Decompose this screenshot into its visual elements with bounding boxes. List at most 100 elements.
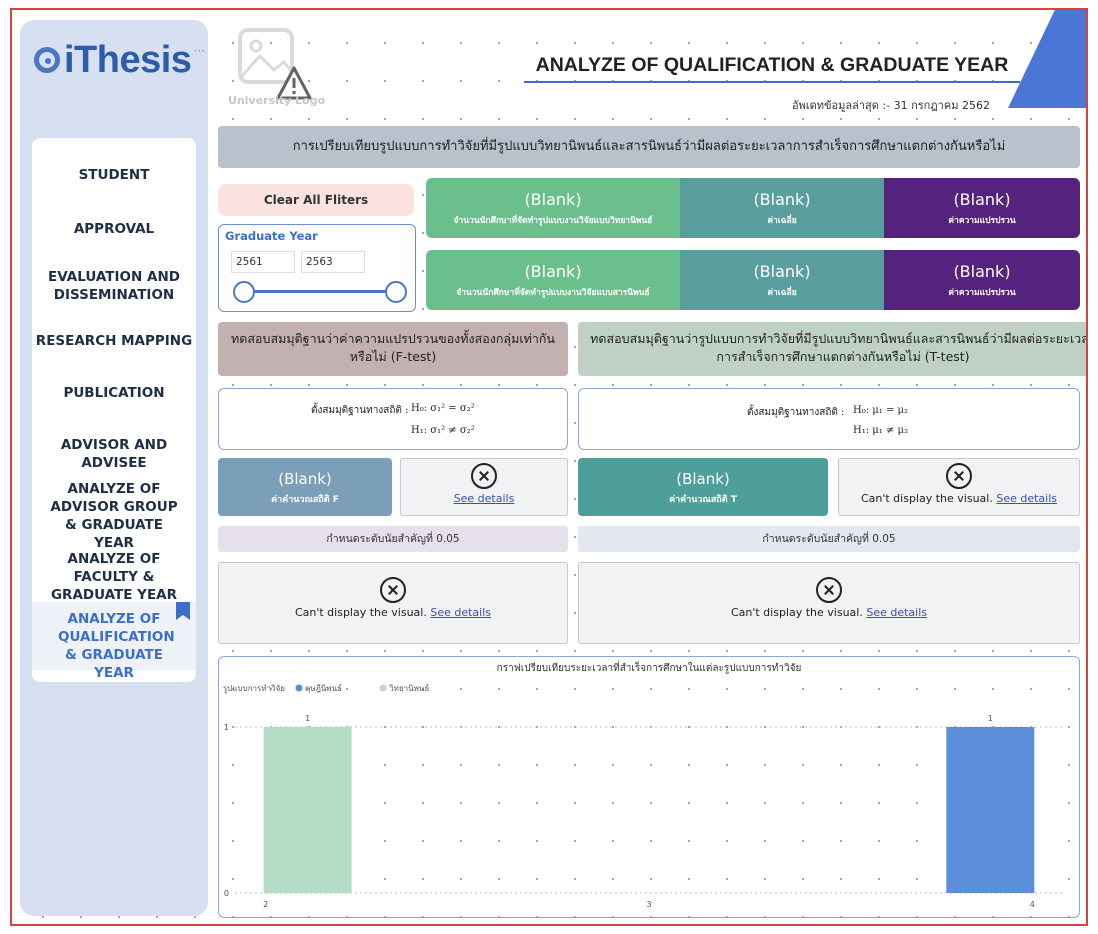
f-statistic-value: (Blank) [278,470,332,488]
duration-chart-svg: กราฟเปรียบเทียบระยะเวลาที่สำเร็จการศึกษา… [223,660,1063,909]
f-significance-level: กำหนดระดับนัยสำคัญที่ 0.05 [218,526,568,552]
sidebar-nav: STUDENT APPROVAL EVALUATION AND DISSEMIN… [32,138,196,682]
close-circle-icon [380,577,406,603]
x-tick-label: 4 [1030,900,1035,909]
graduate-year-title: Graduate Year [225,229,318,243]
x-tick-label: 3 [646,900,651,909]
chart-bars: 11 [263,714,1035,893]
see-details-link[interactable]: See details [430,606,492,619]
sidebar-item-advisor-and-advisee[interactable]: ADVISOR AND ADVISEE [60,437,168,471]
ithesis-logo: iThesis ··· [34,36,206,84]
close-circle-icon [946,463,972,489]
sidebar-item-approval[interactable]: APPROVAL [73,221,155,237]
legend-label: วิทยานิพนธ์ [389,683,430,693]
kpi-label: ค่าเฉลี่ย [767,216,797,226]
data-label: 1 [988,714,993,723]
bookmark-icon [176,602,190,620]
see-details-link[interactable]: See details [996,492,1058,505]
graduate-year-slider-start-handle[interactable] [233,281,255,303]
close-circle-icon [471,463,497,489]
t-h0-formula: H₀: μ₁ = μ₂ [853,405,909,416]
kpi-value: (Blank) [753,190,811,209]
university-logo-label: University Logo [228,94,326,107]
dots-icon: ··· [193,44,205,58]
t-hyp-label: ตั้งสมมุติฐานทางสถิติ : [747,407,845,418]
f-test-visual-error: See details [400,458,568,516]
sidebar-item-analyze-qualification[interactable]: ANALYZE OF QUALIFICATION & GRADUATE YEAR [32,602,196,681]
brand-name: iThesis [64,38,192,81]
cant-display-text: Can't display the visual. [860,492,993,505]
f-statistic-card[interactable]: (Blank) ค่าคำนวณสถิติ F [218,458,392,516]
kpi-independent-study-mean[interactable]: (Blank) ค่าเฉลี่ย [680,250,884,310]
kpi-thesis-variance[interactable]: (Blank) ค่าความแปรปรวน [884,178,1080,238]
x-tick-label: 2 [263,900,268,909]
report-canvas: iThesis ··· STUDENT APPROVAL EVALUATION … [12,10,1086,924]
last-updated-text: อัพเดทข้อมูลล่าสุด :- 31 กรกฎาคม 2562 [792,99,990,112]
f-h1-formula: H₁: σ₁² ≠ σ₂² [411,425,475,436]
graduate-year-slider-track[interactable] [243,290,393,293]
graduate-year-slider-end-handle[interactable] [385,281,407,303]
cant-display-text: Can't display the visual. [294,606,427,619]
chart-ticks: 2 3 4 [263,900,1035,909]
sidebar-item-research-mapping[interactable]: RESEARCH MAPPING [35,333,193,349]
kpi-value: (Blank) [953,262,1011,281]
kpi-thesis-count[interactable]: (Blank) จำนวนนักศึกษาที่จัดทำรูปแบบงานวิ… [426,178,680,238]
graduate-year-slicer: Graduate Year 2561 2563 [218,224,416,312]
t-test-header: ทดสอบสมมุติฐานว่ารูปแบบการทำวิจัยที่มีรู… [578,322,1086,376]
chart-bar [263,727,352,893]
sidebar-item-publication[interactable]: PUBLICATION [63,385,165,401]
kpi-value: (Blank) [524,190,582,209]
kpi-value: (Blank) [524,262,582,281]
close-circle-icon [816,577,842,603]
comparison-banner: การเปรียบเทียบรูปแบบการทำวิจัยที่มีรูปแบ… [218,126,1080,168]
sidebar-item-evaluation-and-dissemination[interactable]: EVALUATION AND DISSEMINATION [48,269,180,303]
kpi-label: จำนวนนักศึกษาที่จัดทำรูปแบบงานวิจัยแบบวิ… [453,216,653,226]
graduate-year-from-input[interactable]: 2561 [231,251,295,273]
f-test-header: ทดสอบสมมุติฐานว่าค่าความแปรปรวนของทั้งสอ… [218,322,568,376]
page-title: ANALYZE OF QUALIFICATION & GRADUATE YEAR [524,54,1020,83]
y-tick-label: 1 [224,723,229,732]
chart-bar [946,727,1035,893]
kpi-label: จำนวนนักศึกษาที่จัดทำรูปแบบงานวิจัยแบบสา… [456,288,650,298]
t-statistic-card[interactable]: (Blank) ค่าคำนวณสถิติ T [578,458,828,516]
sidebar-item-student[interactable]: STUDENT [78,167,150,183]
sidebar-item-analyze-advisor-group[interactable]: ANALYZE OF ADVISOR GROUP & GRADUATE YEAR [50,481,178,551]
y-tick-label: 0 [224,889,229,898]
kpi-independent-study-variance[interactable]: (Blank) ค่าความแปรปรวน [884,250,1080,310]
kpi-value: (Blank) [953,190,1011,209]
duration-comparison-chart: กราฟเปรียบเทียบระยะเวลาที่สำเร็จการศึกษา… [218,656,1080,918]
t-statistic-value: (Blank) [676,470,730,488]
clear-all-filters-button[interactable]: Clear All Fliters [218,184,414,216]
ithesis-logo-mark-icon [34,47,60,73]
cant-display-text: Can't display the visual. [730,606,863,619]
t-test-result-visual-error: Can't display the visual. See details [578,562,1080,644]
legend-swatch [379,684,387,692]
chart-legend: ดุษฎีนิพนธ์ วิทยานิพนธ์ [295,683,430,693]
graduate-year-to-input[interactable]: 2563 [301,251,365,273]
t-significance-level: กำหนดระดับนัยสำคัญที่ 0.05 [578,526,1080,552]
kpi-thesis-mean[interactable]: (Blank) ค่าเฉลี่ย [680,178,884,238]
f-test-hypothesis-box: ตั้งสมมุติฐานทางสถิติ : H₀: σ₁² = σ₂² H₁… [218,388,568,450]
see-details-link[interactable]: See details [866,606,928,619]
sidebar-item-analyze-faculty[interactable]: ANALYZE OF FACULTY & GRADUATE YEAR [50,551,178,603]
legend-swatch [295,684,303,692]
chart-title: กราฟเปรียบเทียบระยะเวลาที่สำเร็จการศึกษา… [497,660,802,674]
kpi-label: ค่าความแปรปรวน [948,288,1016,298]
kpi-independent-study-count[interactable]: (Blank) จำนวนนักศึกษาที่จัดทำรูปแบบงานวิ… [426,250,680,310]
see-details-link[interactable]: See details [453,492,515,505]
legend-title: รูปแบบการทำวิจัย [223,684,285,694]
sidebar-item-label: ANALYZE OF QUALIFICATION & GRADUATE YEAR [58,611,175,681]
f-test-result-visual-error: Can't display the visual. See details [218,562,568,644]
data-label: 1 [305,714,310,723]
sidebar: iThesis ··· STUDENT APPROVAL EVALUATION … [20,20,208,916]
kpi-value: (Blank) [753,262,811,281]
f-h0-formula: H₀: σ₁² = σ₂² [411,403,475,414]
legend-label: ดุษฎีนิพนธ์ [305,683,342,693]
t-test-visual-error: Can't display the visual. See details [838,458,1080,516]
t-h1-formula: H₁: μ₁ ≠ μ₂ [853,425,909,436]
chart-grid: 01 [224,723,1063,898]
f-hyp-label: ตั้งสมมุติฐานทางสถิติ : [311,405,409,416]
t-statistic-label: ค่าคำนวณสถิติ T [669,495,737,505]
f-statistic-label: ค่าคำนวณสถิติ F [271,495,339,505]
t-test-hypothesis-box: ตั้งสมมุติฐานทางสถิติ : H₀: μ₁ = μ₂ H₁: … [578,388,1080,450]
